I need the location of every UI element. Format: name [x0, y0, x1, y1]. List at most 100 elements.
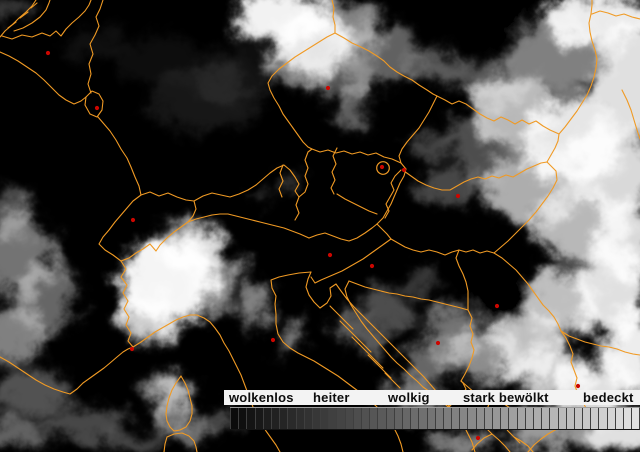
- border-ro-bg: [560, 330, 640, 356]
- legend-gradient-cell: [623, 408, 632, 429]
- legend-gradient-cell: [541, 408, 550, 429]
- cloud-blob: [118, 290, 178, 342]
- border-de-at: [193, 148, 313, 202]
- border-ch-north: [140, 191, 195, 202]
- legend-gradient-cell: [361, 408, 370, 429]
- legend-gradient-cell: [328, 408, 337, 429]
- city-marker-prague: [325, 85, 331, 91]
- city-marker-budapest: [455, 193, 461, 199]
- border-ba-rs: [460, 309, 475, 382]
- border-at-hu: [376, 162, 407, 225]
- legend-gradient-cell: [295, 408, 304, 429]
- clear-gap-blob: [470, 272, 530, 320]
- cloud-blob: [336, 95, 368, 135]
- city-marker-bern: [130, 217, 136, 223]
- border-de-cz-ore: [267, 32, 336, 91]
- legend-gradient-cell: [557, 408, 566, 429]
- cloud-blob: [465, 60, 525, 110]
- cloud-blob: [514, 346, 586, 398]
- city-marker-ljubljana: [327, 252, 333, 258]
- legend-gradient-cell: [393, 408, 402, 429]
- legend-gradient-cell: [500, 408, 509, 429]
- cloud-blob: [361, 290, 419, 330]
- cloud-blob: [0, 305, 40, 365]
- border-de-cz-bavaria: [269, 89, 313, 150]
- legend-gradient-cell: [475, 408, 484, 429]
- legend-gradient-cell: [459, 408, 468, 429]
- legend-label-bar: wolkenlos heiter wolkig stark bewölkt be…: [224, 390, 640, 405]
- border-sk-ua: [546, 133, 560, 163]
- clear-gap-blob: [467, 0, 523, 38]
- legend-gradient-cell: [492, 408, 501, 429]
- border-ch-west: [98, 194, 142, 262]
- legend-gradient-cell: [311, 408, 321, 429]
- border-pl-ua: [558, 0, 598, 135]
- city-marker-san-marino: [270, 337, 276, 343]
- cloud-blob: [211, 250, 241, 290]
- legend-label-wolkenlos: wolkenlos: [229, 390, 294, 405]
- cloud-blob: [190, 282, 234, 318]
- legend-gradient-cell: [254, 408, 263, 429]
- legend-gradient-cell: [516, 408, 525, 429]
- cloud-blob: [144, 376, 172, 400]
- border-nl-estuaries: [7, 0, 51, 32]
- border-sk-hu: [403, 161, 548, 191]
- cloud-blob: [347, 84, 367, 100]
- legend-gradient-cell: [418, 408, 427, 429]
- border-at-state-5: [384, 169, 402, 219]
- legend-gradient-cell: [352, 408, 361, 429]
- border-be-fr: [0, 51, 87, 105]
- border-pl-sk: [436, 95, 560, 135]
- legend-gradient-cell: [598, 408, 607, 429]
- legend-gradient-bar: [230, 407, 640, 430]
- city-marker-zagreb: [369, 263, 375, 269]
- legend-gradient-cell: [565, 408, 574, 429]
- city-marker-bratislava: [401, 167, 407, 173]
- border-at-state-3: [278, 164, 284, 198]
- legend-gradient-cell: [606, 408, 615, 429]
- cloud-blob: [276, 322, 304, 354]
- city-marker-sofia: [575, 383, 581, 389]
- legend-gradient-cell: [410, 408, 419, 429]
- border-ua-east-edge: [621, 89, 640, 140]
- cloud-blob: [160, 220, 212, 252]
- border-luxembourg: [84, 90, 104, 118]
- legend-gradient-cell: [532, 408, 542, 429]
- cloud-blob: [40, 407, 130, 443]
- border-hu-rs: [458, 249, 495, 254]
- legend-gradient-cell: [483, 408, 492, 429]
- city-marker-belgrade: [494, 303, 500, 309]
- legend-gradient-cell: [631, 408, 640, 429]
- cloud-blob: [105, 431, 165, 452]
- legend-label-stark-bewoelkt: stark bewölkt: [463, 390, 549, 405]
- legend-gradient-cell: [369, 408, 378, 429]
- legend-gradient-cell: [238, 408, 247, 429]
- border-at-state-2: [294, 196, 300, 221]
- legend-gradient-cell: [262, 408, 271, 429]
- border-si-hr: [310, 223, 392, 284]
- border-hr-islands: [329, 305, 401, 389]
- border-corsica: [165, 375, 193, 432]
- cloud-blob: [150, 404, 170, 432]
- city-marker-vienna: [379, 164, 385, 170]
- legend-gradient-cell: [426, 408, 435, 429]
- legend-gradient-cell: [287, 408, 296, 429]
- cloud-blob: [166, 416, 210, 440]
- cloud-blob: [410, 131, 454, 159]
- border-at-state-1: [330, 147, 338, 195]
- border-de-fr: [97, 116, 142, 196]
- legend-gradient-cell: [320, 408, 329, 429]
- legend-gradient-cell: [582, 408, 591, 429]
- legend-gradient-cell: [270, 408, 280, 429]
- legend-gradient-cell: [442, 408, 452, 429]
- legend-gradient-cell: [508, 408, 517, 429]
- border-hr-rs: [455, 249, 469, 311]
- cloud-blob: [404, 342, 456, 382]
- cloud-blob: [115, 35, 205, 85]
- cloud-blob: [270, 50, 330, 90]
- legend-gradient-cell: [524, 408, 533, 429]
- cloud-blob: [396, 273, 440, 297]
